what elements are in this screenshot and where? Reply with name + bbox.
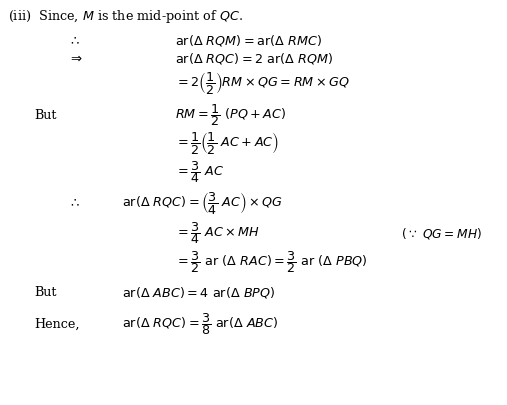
Text: But: But bbox=[34, 109, 57, 122]
Text: $\mathrm{ar}(\Delta\ RQC) = \dfrac{3}{8}\ \mathrm{ar}(\Delta\ ABC)$: $\mathrm{ar}(\Delta\ RQC) = \dfrac{3}{8}… bbox=[122, 311, 278, 337]
Text: (iii)  Since, $M$ is the mid-point of $QC$.: (iii) Since, $M$ is the mid-point of $QC… bbox=[8, 8, 242, 25]
Text: $(\because\ QG = MH)$: $(\because\ QG = MH)$ bbox=[401, 226, 482, 241]
Text: $\mathrm{ar}(\Delta\ ABC) = 4\ \mathrm{ar}(\Delta\ BPQ)$: $\mathrm{ar}(\Delta\ ABC) = 4\ \mathrm{a… bbox=[122, 285, 275, 300]
Text: $= 2\left(\dfrac{1}{2}\right)RM \times QG = RM \times GQ$: $= 2\left(\dfrac{1}{2}\right)RM \times Q… bbox=[175, 70, 350, 96]
Text: $\Rightarrow$: $\Rightarrow$ bbox=[68, 52, 84, 65]
Text: But: But bbox=[34, 286, 57, 299]
Text: $\mathrm{ar}(\Delta\ RQC) = 2\ \mathrm{ar}(\Delta\ RQM)$: $\mathrm{ar}(\Delta\ RQC) = 2\ \mathrm{a… bbox=[175, 51, 333, 66]
Text: Hence,: Hence, bbox=[34, 318, 80, 330]
Text: $= \dfrac{3}{4}\ AC$: $= \dfrac{3}{4}\ AC$ bbox=[175, 159, 224, 185]
Text: $RM = \dfrac{1}{2}\ (PQ + AC)$: $RM = \dfrac{1}{2}\ (PQ + AC)$ bbox=[175, 102, 286, 128]
Text: $= \dfrac{3}{2}\ \mathrm{ar}\ (\Delta\ RAC) = \dfrac{3}{2}\ \mathrm{ar}\ (\Delta: $= \dfrac{3}{2}\ \mathrm{ar}\ (\Delta\ R… bbox=[175, 249, 368, 275]
Text: $\mathrm{ar}(\Delta\ RQC) = \left(\dfrac{3}{4}\ AC\right) \times QG$: $\mathrm{ar}(\Delta\ RQC) = \left(\dfrac… bbox=[122, 190, 283, 216]
Text: $= \dfrac{1}{2}\left(\dfrac{1}{2}\ AC + AC\right)$: $= \dfrac{1}{2}\left(\dfrac{1}{2}\ AC + … bbox=[175, 130, 279, 156]
Text: $= \dfrac{3}{4}\ AC \times MH$: $= \dfrac{3}{4}\ AC \times MH$ bbox=[175, 220, 260, 246]
Text: $\therefore$: $\therefore$ bbox=[68, 197, 81, 210]
Text: $\mathrm{ar}(\Delta\ RQM) = \mathrm{ar}(\Delta\ RMC)$: $\mathrm{ar}(\Delta\ RQM) = \mathrm{ar}(… bbox=[175, 33, 322, 48]
Text: $\therefore$: $\therefore$ bbox=[68, 34, 81, 47]
